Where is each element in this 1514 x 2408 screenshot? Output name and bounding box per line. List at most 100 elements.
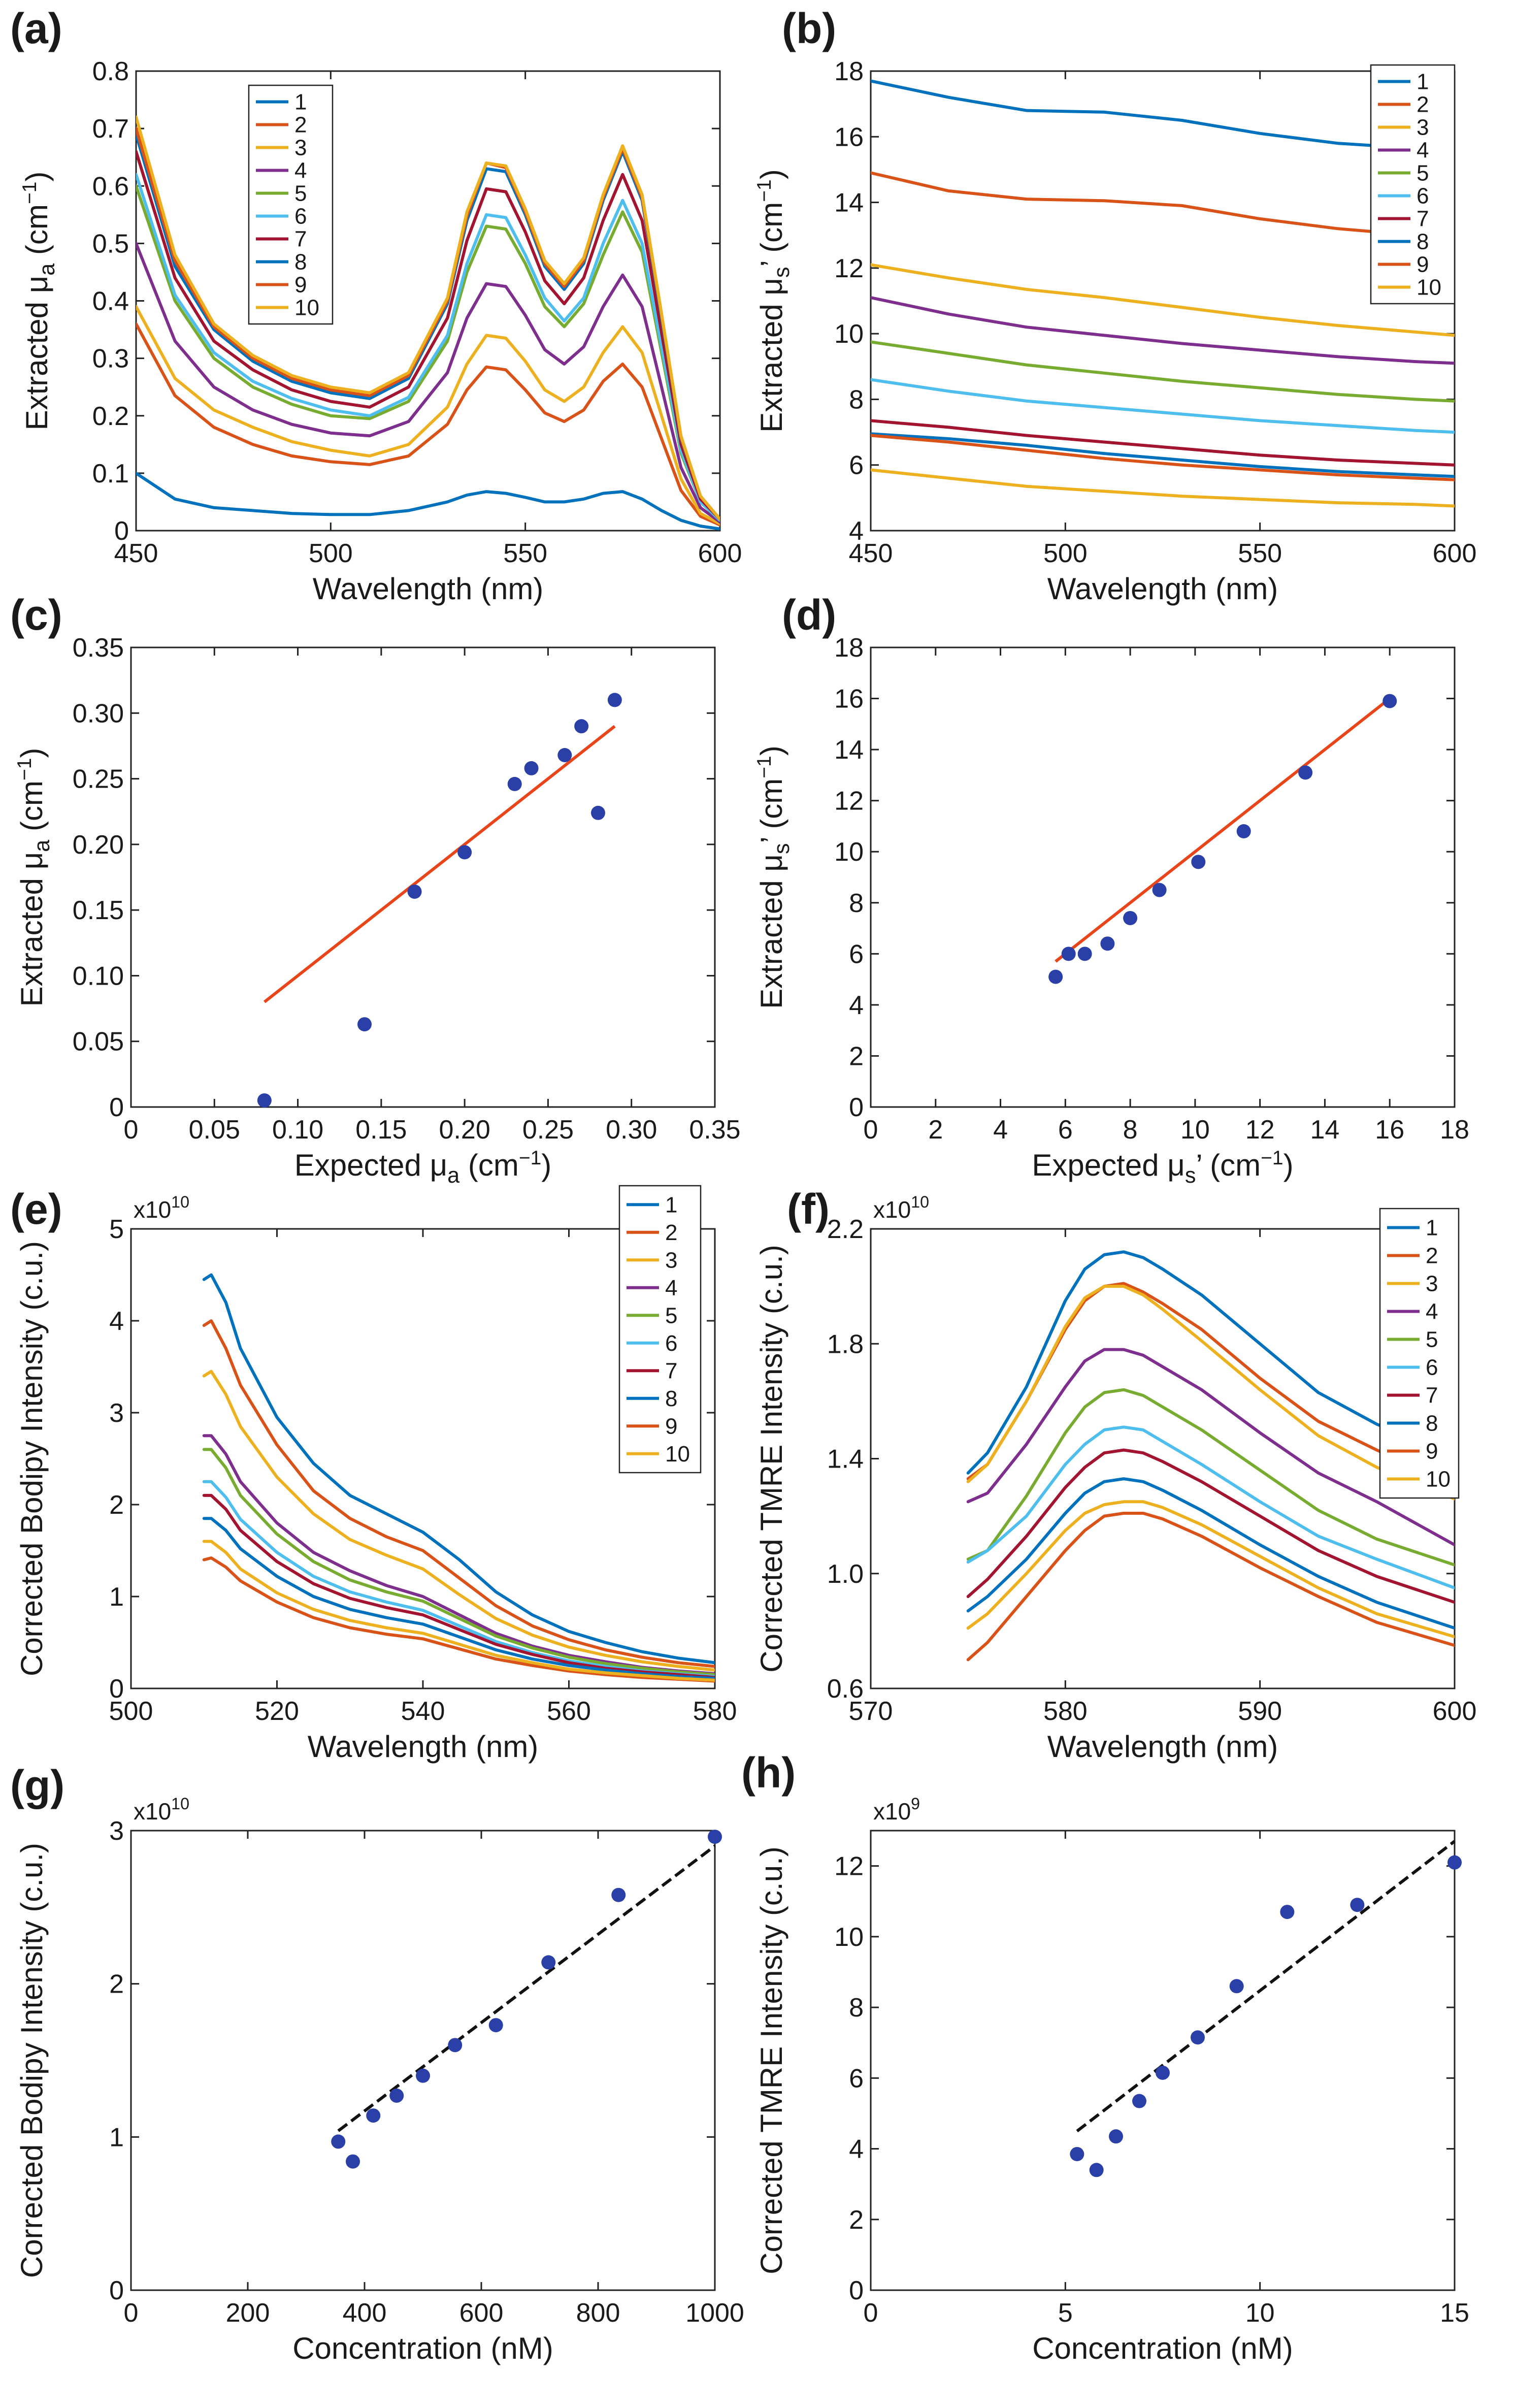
y-tick-label: 3 — [109, 1816, 124, 1846]
legend-label-6: 6 — [1417, 184, 1429, 209]
data-point — [1350, 1898, 1365, 1912]
y-tick-label: 0.5 — [92, 229, 129, 258]
label-part-2: (cm — [20, 204, 54, 264]
label-part-4: ) — [754, 169, 788, 179]
label-part-4: ) — [1283, 1148, 1294, 1182]
x-tick-label: 10 — [1180, 1115, 1210, 1145]
data-point — [1100, 936, 1115, 951]
exponent-power: 10 — [911, 1193, 929, 1211]
data-point — [346, 2154, 360, 2169]
legend-label-9: 9 — [665, 1414, 677, 1439]
y-axis-title: Corrected Bodipy Intensity (c.u.) — [15, 1241, 49, 1676]
series-group — [871, 79, 1455, 508]
data-point — [591, 805, 605, 820]
legend-label-1: 1 — [294, 90, 307, 115]
y-tick-label: 0.05 — [73, 1027, 124, 1057]
panel-h: (h) 0 5 10 15 0 2 4 6 8 10 12 Concentration (nM) Corr… — [741, 1749, 1469, 2365]
series-line-7 — [136, 150, 720, 521]
y-tick-label: 16 — [834, 685, 864, 714]
label-part-2: ’ (cm — [754, 202, 788, 267]
plot-frame — [870, 1830, 1456, 2291]
label-part-3: −1 — [1261, 1147, 1283, 1169]
data-point — [1191, 2030, 1205, 2045]
label-part-2: ’ (cm — [754, 778, 788, 843]
label-part-1: a — [447, 1163, 460, 1188]
label-part-0: Extracted μ — [754, 854, 788, 1009]
legend-label-8: 8 — [1417, 230, 1429, 254]
y-tick-label: 1 — [109, 2123, 124, 2152]
label-part-2: (cm — [459, 1148, 519, 1182]
panel-label-b: (b) — [782, 5, 836, 52]
x-tick-label: 520 — [255, 1697, 299, 1726]
panel-g: (g) 0 200 400 600 800 1000 0 1 2 3 Concentration (n… — [10, 1762, 744, 2365]
panel-label-c: (c) — [10, 591, 62, 639]
y-tick-label: 12 — [834, 787, 864, 816]
y-tick-label: 0.20 — [73, 830, 124, 860]
label-part-1: s — [770, 843, 794, 854]
legend-box — [1370, 64, 1456, 305]
data-point — [557, 748, 572, 763]
x-tick-label: 0.15 — [355, 1115, 407, 1145]
data-point — [1229, 1979, 1244, 1994]
label-part-4: ) — [754, 745, 788, 756]
panel-a: (a) 450 500 550 600 0 0.1 0.2 0.3 0.4 0.5 0.6 0.7 0.8… — [10, 5, 742, 606]
plot-frame — [130, 646, 716, 1108]
legend-label-4: 4 — [294, 158, 307, 183]
x-tick-label: 450 — [849, 539, 893, 568]
x-tick-label: 0.25 — [522, 1115, 574, 1145]
x-tick-label: 590 — [1238, 1697, 1282, 1726]
data-point — [524, 761, 539, 775]
x-tick-label: 200 — [226, 2298, 270, 2328]
label-part-1: s — [770, 267, 794, 278]
x-tick-label: 580 — [693, 1697, 737, 1726]
label-part-0: Extracted μ — [754, 278, 788, 433]
series-line-9 — [966, 1512, 1455, 1662]
y-tick-label: 4 — [849, 516, 864, 546]
data-point — [457, 845, 472, 860]
y-tick-label: 12 — [834, 254, 864, 283]
y-tick-label: 2 — [849, 1042, 864, 1071]
data-point — [1089, 2163, 1104, 2177]
series-line-5 — [966, 1388, 1455, 1567]
y-tick-label: 0.4 — [92, 287, 129, 316]
y-tick-label: 0 — [109, 2276, 124, 2305]
y-tick-label: 6 — [849, 451, 864, 480]
data-point — [416, 2068, 430, 2083]
y-tick-label: 4 — [849, 2135, 864, 2164]
x-tick-label: 540 — [401, 1697, 445, 1726]
series-line-9 — [202, 1556, 715, 1683]
legend-label-6: 6 — [1426, 1355, 1438, 1380]
y-tick-label: 1.4 — [827, 1445, 864, 1474]
x-tick-label: 2 — [928, 1115, 943, 1145]
x-tick-label: 0.35 — [689, 1115, 740, 1145]
label-part-0: Expected μ — [1032, 1148, 1184, 1182]
legend-label-7: 7 — [294, 227, 307, 252]
legend-label-7: 7 — [1426, 1383, 1438, 1408]
legend-label-8: 8 — [1426, 1411, 1438, 1436]
data-point — [1152, 883, 1167, 897]
fit-line — [1076, 1840, 1456, 2133]
panel-label-h: (h) — [741, 1749, 796, 1797]
legend-label-5: 5 — [665, 1303, 677, 1328]
x-tick-label: 580 — [1043, 1697, 1088, 1726]
data-point — [1383, 694, 1397, 708]
series-line-5 — [871, 340, 1455, 403]
legend-label-3: 3 — [294, 136, 307, 160]
y-tick-label: 1.8 — [827, 1329, 864, 1359]
label-part-3: −1 — [753, 179, 775, 202]
y-tick-label: 10 — [834, 837, 864, 867]
data-point — [607, 693, 622, 707]
data-point — [1191, 855, 1206, 869]
legend-label-2: 2 — [294, 113, 307, 138]
legend-label-6: 6 — [294, 204, 307, 229]
x-axis-title: Wavelength (nm) — [308, 1730, 539, 1764]
y-axis-title: Corrected Bodipy Intensity (c.u.) — [15, 1843, 49, 2278]
y-tick-label: 0.15 — [73, 896, 124, 925]
axis-exponent-label: x1010 — [134, 1795, 189, 1825]
y-tick-label: 0.2 — [92, 402, 129, 431]
plot-frame — [870, 646, 1456, 1108]
y-tick-label: 3 — [109, 1398, 124, 1428]
x-tick-label: 550 — [1238, 539, 1282, 568]
